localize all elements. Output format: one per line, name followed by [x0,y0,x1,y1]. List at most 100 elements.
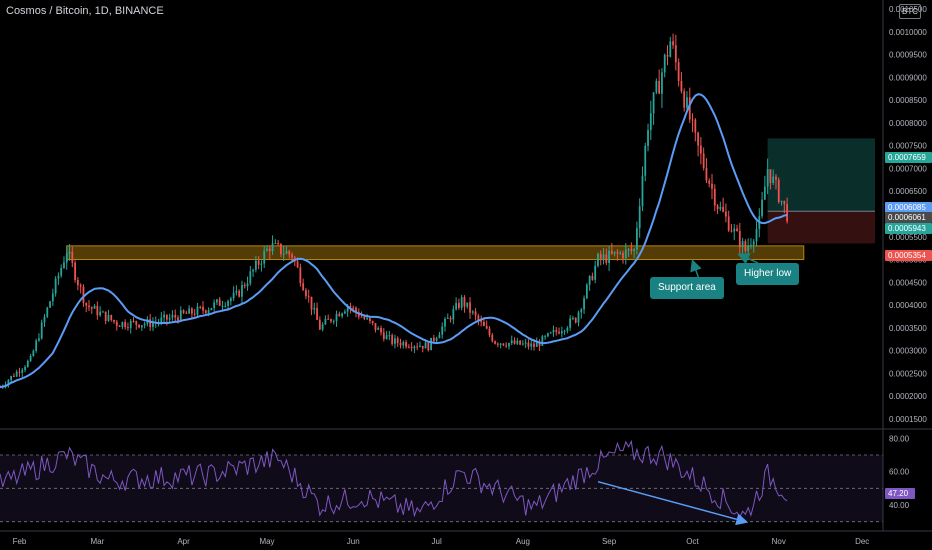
candle-body[interactable] [35,340,38,351]
candle-body[interactable] [580,309,583,313]
candle-body[interactable] [655,80,658,93]
candle-body[interactable] [488,328,491,335]
candle-body[interactable] [588,275,591,285]
candle-body[interactable] [530,343,533,347]
candle-body[interactable] [622,252,624,259]
candle-body[interactable] [107,314,110,321]
candle-body[interactable] [558,331,560,334]
candle-body[interactable] [394,338,396,344]
candle-body[interactable] [380,327,382,333]
candle-body[interactable] [54,278,57,294]
candle-body[interactable] [165,314,168,320]
candle-body[interactable] [174,314,177,318]
candle-body[interactable] [674,45,677,63]
candle-body[interactable] [663,54,666,73]
candle-body[interactable] [65,253,68,263]
candle-body[interactable] [446,317,449,319]
candle-body[interactable] [93,305,96,309]
candle-body[interactable] [302,283,305,291]
candle-body[interactable] [124,322,127,328]
candle-body[interactable] [694,119,697,133]
candle-body[interactable] [725,211,727,217]
candle-body[interactable] [388,335,391,337]
candle-body[interactable] [168,317,171,320]
candle-body[interactable] [616,251,619,254]
candle-body[interactable] [330,319,332,322]
candle-body[interactable] [444,318,446,327]
candle-body[interactable] [705,167,708,181]
candle-body[interactable] [727,216,730,231]
candle-body[interactable] [424,342,427,349]
candle-body[interactable] [60,267,63,276]
candle-body[interactable] [483,321,485,327]
candle-body[interactable] [519,340,521,345]
candle-body[interactable] [49,301,51,308]
candle-body[interactable] [766,169,769,187]
candle-body[interactable] [499,343,502,345]
candle-body[interactable] [702,153,705,168]
candle-body[interactable] [560,331,563,334]
candle-body[interactable] [118,325,121,327]
candle-body[interactable] [88,305,90,308]
candle-body[interactable] [713,188,716,206]
candle-body[interactable] [508,343,510,347]
candle-body[interactable] [321,324,324,330]
candle-body[interactable] [505,345,508,347]
candle-body[interactable] [527,342,530,347]
candle-body[interactable] [252,269,254,272]
candle-body[interactable] [193,313,196,315]
candle-body[interactable] [480,320,483,322]
candle-body[interactable] [385,335,388,340]
candle-body[interactable] [163,314,165,318]
candle-body[interactable] [199,306,202,308]
candle-body[interactable] [26,360,29,367]
candle-body[interactable] [221,305,224,307]
candle-body[interactable] [677,62,680,81]
candle-body[interactable] [477,315,480,321]
candle-body[interactable] [775,176,777,180]
candle-body[interactable] [132,320,135,322]
candle-body[interactable] [563,330,566,332]
candle-body[interactable] [591,275,594,280]
candle-body[interactable] [43,316,46,323]
stop-zone[interactable] [767,211,875,244]
candle-body[interactable] [605,254,608,263]
candle-body[interactable] [613,251,616,254]
candle-body[interactable] [51,293,54,302]
candle-body[interactable] [127,327,129,329]
candle-body[interactable] [569,318,572,328]
candle-body[interactable] [71,251,74,263]
candle-body[interactable] [113,320,115,322]
candle-body[interactable] [10,376,13,381]
candle-body[interactable] [730,230,733,232]
candle-body[interactable] [366,318,369,320]
candle-body[interactable] [661,72,663,94]
candle-body[interactable] [741,241,744,248]
candle-body[interactable] [346,306,349,312]
candle-body[interactable] [421,345,424,349]
candle-body[interactable] [246,283,249,287]
candle-body[interactable] [268,248,271,252]
candle-body[interactable] [736,228,738,232]
candle-body[interactable] [755,228,758,242]
candle-body[interactable] [13,376,15,378]
candle-body[interactable] [338,313,341,317]
candle-body[interactable] [610,250,613,254]
candle-body[interactable] [761,199,763,217]
candle-body[interactable] [594,265,597,280]
support-area-callout[interactable]: Support area [650,277,724,299]
candle-body[interactable] [352,307,355,309]
candle-body[interactable] [644,145,647,176]
candle-body[interactable] [32,350,35,356]
candle-body[interactable] [138,324,140,328]
candle-body[interactable] [99,311,102,316]
candle-body[interactable] [786,204,788,222]
candle-body[interactable] [249,271,252,284]
candle-body[interactable] [277,242,280,244]
candle-body[interactable] [324,318,327,325]
candle-body[interactable] [288,251,291,255]
candle-body[interactable] [535,342,538,347]
candle-body[interactable] [102,311,104,313]
candle-body[interactable] [435,338,438,341]
